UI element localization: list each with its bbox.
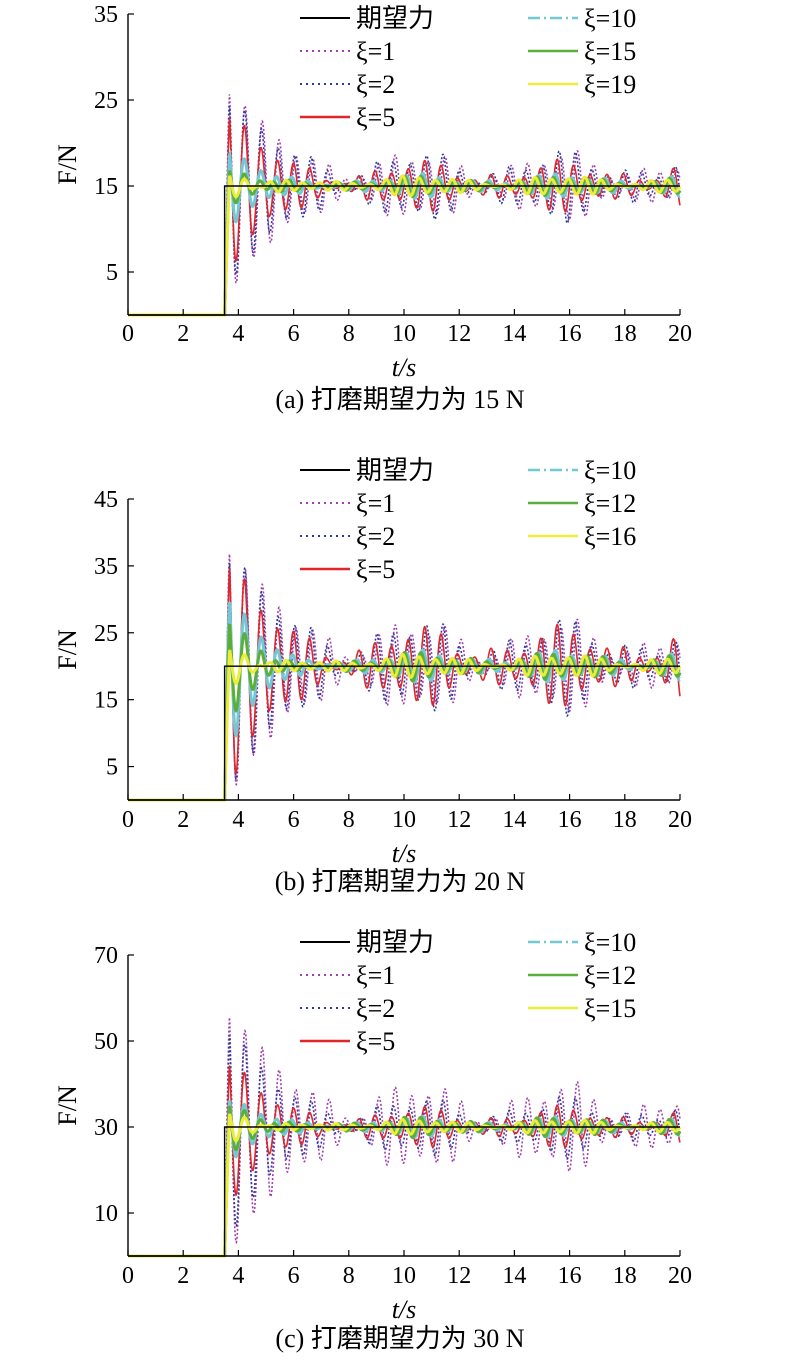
x-tick-label: 12 bbox=[447, 321, 471, 347]
y-tick-label: 10 bbox=[94, 1201, 118, 1227]
legend-entry: ξ=1 bbox=[356, 37, 395, 66]
legend-entry: ξ=1 bbox=[356, 961, 395, 990]
series-line-0-1 bbox=[128, 94, 681, 316]
x-tick-label: 16 bbox=[558, 321, 582, 347]
legend-entry: ξ=1 bbox=[356, 489, 395, 518]
legend-entry: ξ=2 bbox=[356, 522, 395, 551]
x-tick-label: 6 bbox=[288, 1263, 300, 1289]
x-tick-label: 16 bbox=[558, 807, 582, 833]
y-tick-label: 15 bbox=[94, 688, 118, 714]
x-tick-label: 2 bbox=[177, 321, 189, 347]
series-line-2-0 bbox=[128, 1126, 680, 1257]
x-tick-label: 2 bbox=[177, 807, 189, 833]
x-tick-label: 8 bbox=[343, 321, 355, 347]
x-tick-label: 14 bbox=[502, 321, 526, 347]
y-axis-label: F/N bbox=[53, 629, 82, 670]
series-line-0-5 bbox=[128, 170, 682, 317]
x-tick-label: 14 bbox=[502, 1263, 526, 1289]
legend-entry: ξ=2 bbox=[356, 70, 395, 99]
x-tick-label: 12 bbox=[447, 1263, 471, 1289]
legend-entry: ξ=10 bbox=[584, 4, 636, 33]
legend-entry: ξ=12 bbox=[584, 489, 636, 518]
x-tick-label: 18 bbox=[613, 321, 637, 347]
y-tick-label: 35 bbox=[94, 554, 118, 580]
y-axis-label: F/N bbox=[53, 1085, 82, 1126]
legend-entry: ξ=12 bbox=[584, 961, 636, 990]
x-tick-label: 10 bbox=[392, 1263, 416, 1289]
x-tick-label: 18 bbox=[613, 807, 637, 833]
x-tick-label: 10 bbox=[392, 807, 416, 833]
series-line-0-0 bbox=[128, 185, 680, 316]
legend-entry: ξ=10 bbox=[584, 928, 636, 957]
x-tick-label: 16 bbox=[558, 1263, 582, 1289]
legend-entry: ξ=19 bbox=[584, 70, 636, 99]
y-tick-label: 45 bbox=[94, 487, 118, 513]
x-tick-label: 4 bbox=[232, 807, 244, 833]
chart-panel-2: 0 2 4 6 8 10 12 14 16 18 20 10 30 50 70 t/s F/N 期望力 ξ=1 ξ=2… bbox=[53, 928, 692, 1353]
series-line-2-2 bbox=[128, 1035, 681, 1257]
x-tick-label: 8 bbox=[343, 1263, 355, 1289]
x-tick-label: 0 bbox=[122, 807, 134, 833]
series-line-1-5 bbox=[128, 623, 682, 802]
y-tick-label: 30 bbox=[94, 1115, 118, 1141]
x-axis-label: t/s bbox=[392, 839, 417, 868]
legend-entry: ξ=2 bbox=[356, 994, 395, 1023]
y-tick-label: 5 bbox=[106, 260, 118, 286]
series-line-0-3 bbox=[128, 118, 681, 316]
y-tick-label: 15 bbox=[94, 174, 118, 200]
x-tick-label: 20 bbox=[668, 807, 692, 833]
x-axis-label: t/s bbox=[392, 353, 417, 382]
legend-entry: 期望力 bbox=[356, 928, 434, 957]
x-tick-label: 0 bbox=[122, 321, 134, 347]
x-tick-label: 20 bbox=[668, 1263, 692, 1289]
legend-entry: ξ=5 bbox=[356, 103, 395, 132]
chart-panel-0: 0 2 4 6 8 10 12 14 16 18 20 5 15 25 35 t/s F/N 期望力 ξ=1 ξ=2 ξ… bbox=[53, 2, 692, 414]
x-tick-label: 18 bbox=[613, 1263, 637, 1289]
series-line-2-3 bbox=[128, 1065, 681, 1257]
x-tick-label: 6 bbox=[288, 321, 300, 347]
x-tick-label: 20 bbox=[668, 321, 692, 347]
legend-entry: ξ=15 bbox=[584, 37, 636, 66]
y-tick-label: 25 bbox=[94, 88, 118, 114]
x-tick-label: 8 bbox=[343, 807, 355, 833]
x-tick-label: 12 bbox=[447, 807, 471, 833]
series-line-1-4 bbox=[128, 601, 681, 802]
y-tick-label: 70 bbox=[94, 943, 118, 969]
legend-entry: ξ=5 bbox=[356, 1027, 395, 1056]
chart-panel-1: 0 2 4 6 8 10 12 14 16 18 20 5 15 25 35 45 t/s F/N 期望力 ξ=1 ξ=… bbox=[53, 456, 692, 896]
legend-entry: 期望力 bbox=[356, 456, 434, 485]
y-tick-label: 5 bbox=[106, 755, 118, 781]
legend-entry: ξ=16 bbox=[584, 522, 636, 551]
legend-entry: ξ=10 bbox=[584, 456, 636, 485]
legend-entry: 期望力 bbox=[356, 4, 434, 33]
x-tick-label: 2 bbox=[177, 1263, 189, 1289]
panel-caption: (b) 打磨期望力为 20 N bbox=[275, 867, 526, 896]
x-tick-label: 4 bbox=[232, 1263, 244, 1289]
x-tick-label: 0 bbox=[122, 1263, 134, 1289]
x-tick-label: 14 bbox=[502, 807, 526, 833]
y-tick-label: 50 bbox=[94, 1029, 118, 1055]
legend-entry: ξ=5 bbox=[356, 555, 395, 584]
panel-caption: (a) 打磨期望力为 15 N bbox=[275, 385, 524, 414]
y-tick-label: 35 bbox=[94, 2, 118, 28]
x-tick-label: 6 bbox=[288, 807, 300, 833]
legend-entry: ξ=15 bbox=[584, 994, 636, 1023]
panel-caption: (c) 打磨期望力为 30 N bbox=[275, 1324, 524, 1353]
y-axis-label: F/N bbox=[53, 144, 82, 185]
series-line-1-3 bbox=[128, 568, 681, 801]
x-axis-label: t/s bbox=[392, 1295, 417, 1324]
y-tick-label: 25 bbox=[94, 621, 118, 647]
series-line-2-1 bbox=[128, 1017, 681, 1257]
x-tick-label: 10 bbox=[392, 321, 416, 347]
x-tick-label: 4 bbox=[232, 321, 244, 347]
